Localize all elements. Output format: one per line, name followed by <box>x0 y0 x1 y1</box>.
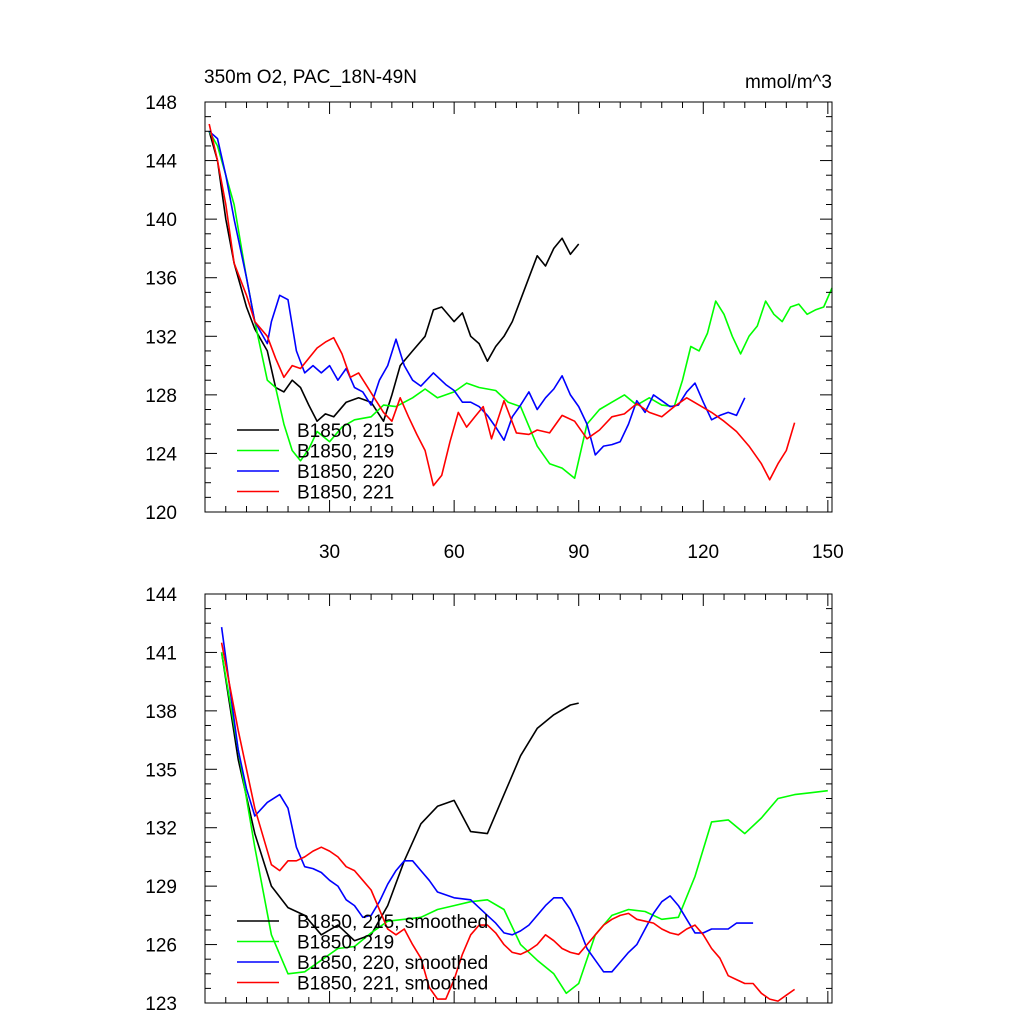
x-tick-label: 90 <box>568 542 589 563</box>
top-panel-units: mmol/m^3 <box>745 72 832 93</box>
series-line-3 <box>220 626 754 973</box>
y-tick-label: 136 <box>145 269 177 290</box>
bottom-tick-layer: 123 126 129 132 135 138 141 144 <box>145 585 832 1015</box>
series-line-3 <box>208 130 746 456</box>
x-tick-label: 30 <box>319 542 340 563</box>
legend-label: B1850, 221 <box>297 483 394 504</box>
y-tick-label: 128 <box>145 386 177 407</box>
series-line-2 <box>220 652 828 995</box>
y-tick-label: 135 <box>145 760 177 781</box>
top-panel: 350m O2, PAC_18N-49N mmol/m^3 1201241281… <box>145 67 843 563</box>
legend-label: B1850, 221, smoothed <box>297 974 488 995</box>
y-tick-label: 141 <box>145 643 177 664</box>
y-tick-label: 148 <box>145 93 177 114</box>
top-plot-frame <box>204 101 833 513</box>
y-tick-label: 144 <box>145 585 177 606</box>
y-tick-label: 129 <box>145 877 177 898</box>
y-tick-label: 120 <box>145 503 177 524</box>
y-tick-label: 140 <box>145 210 177 231</box>
x-tick-label: 120 <box>687 542 719 563</box>
y-tick-label: 126 <box>145 936 177 957</box>
top-panel-title: 350m O2, PAC_18N-49N <box>204 67 417 88</box>
x-tick-label: 150 <box>812 542 844 563</box>
legend-label: B1850, 220, smoothed <box>297 953 488 974</box>
y-tick-label: 132 <box>145 819 177 840</box>
legend-label: B1850, 215, smoothed <box>297 912 488 933</box>
top-tick-layer: 120 124 128 132 136 140 144 148 30 60 90 120 150 <box>145 93 843 563</box>
bottom-plot-frame <box>204 593 833 1004</box>
y-tick-label: 144 <box>145 152 177 173</box>
x-tick-label: 60 <box>444 542 465 563</box>
y-tick-label: 132 <box>145 327 177 348</box>
y-tick-label: 123 <box>145 994 177 1015</box>
series-line-2 <box>208 130 833 480</box>
series-line-4 <box>220 642 796 1002</box>
legend-label: B1850, 215 <box>297 421 394 442</box>
series-line-4 <box>208 123 796 487</box>
top-series-layer <box>208 123 833 487</box>
legend-label: B1850, 219 <box>297 933 394 954</box>
series-line-1 <box>208 131 580 422</box>
bottom-panel: 123 126 129 132 135 138 141 144 B1850, 215, smo… <box>145 585 833 1015</box>
legend-label: B1850, 219 <box>297 442 394 463</box>
y-tick-label: 124 <box>145 444 177 465</box>
y-tick-label: 138 <box>145 702 177 723</box>
legend-label: B1850, 220 <box>297 462 394 483</box>
bottom-series-layer <box>220 626 828 1002</box>
